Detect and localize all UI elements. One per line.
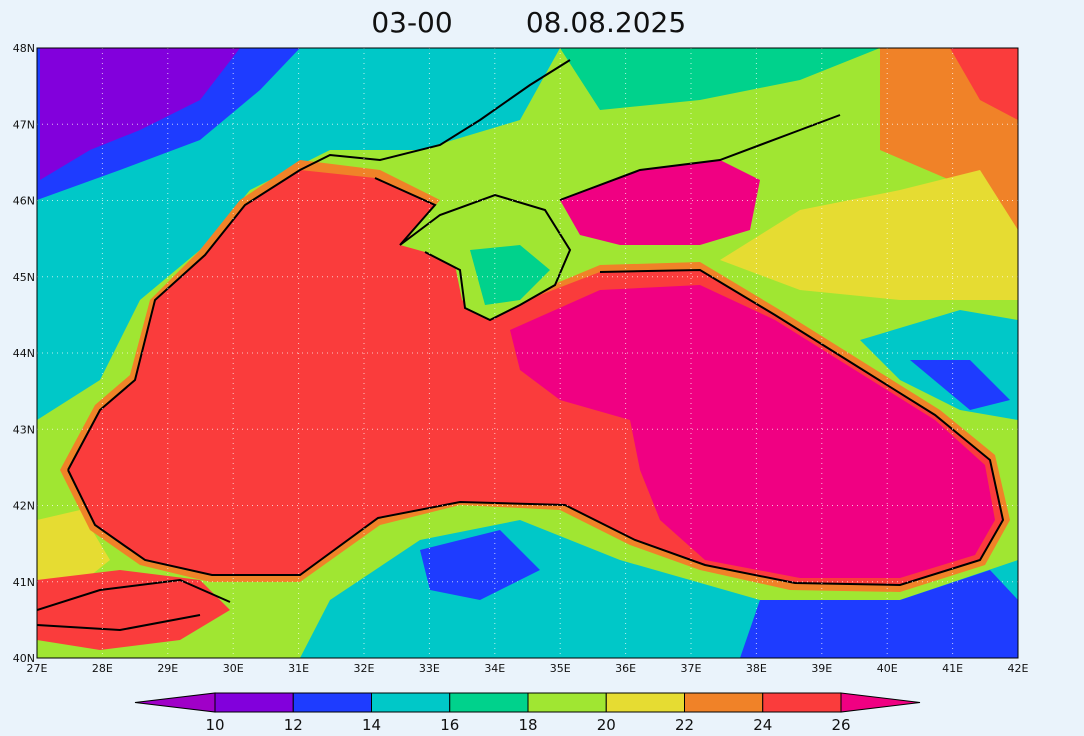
colorbar-label: 12: [284, 716, 303, 734]
lon-label: 42E: [1008, 662, 1029, 675]
graticule: 40N 41N 42N 43N 44N 45N 46N 47N 48N 27E 28E 29E 30E 3…: [13, 42, 1029, 675]
lon-label: 36E: [615, 662, 636, 675]
colorbar-bin: [371, 692, 451, 713]
colorbar-label: 18: [518, 716, 537, 734]
colorbar-bin: [684, 692, 764, 713]
lat-label: 46N: [13, 195, 35, 208]
colorbar-bin: [449, 692, 529, 713]
time-label: 03-00: [371, 6, 452, 39]
colorbar-arrow: [134, 692, 216, 713]
date-label: 08.08.2025: [526, 6, 686, 39]
lon-label: 39E: [811, 662, 832, 675]
lat-label: 40N: [13, 652, 35, 665]
colorbar-label: 10: [205, 716, 224, 734]
lat-label: 45N: [13, 271, 35, 284]
lon-label: 30E: [223, 662, 244, 675]
lon-label: 34E: [484, 662, 505, 675]
lat-label: 43N: [13, 423, 35, 436]
lon-label: 41E: [942, 662, 963, 675]
colorbar-bin: [762, 692, 842, 713]
colorbar-bin: [214, 692, 294, 713]
lon-label: 32E: [354, 662, 375, 675]
lon-label: 35E: [550, 662, 571, 675]
lat-label: 44N: [13, 347, 35, 360]
lon-label: 38E: [746, 662, 767, 675]
colorbar-arrow: [840, 692, 921, 713]
colorbar-label: 16: [440, 716, 459, 734]
lon-label: 37E: [681, 662, 702, 675]
lon-label: 29E: [157, 662, 178, 675]
lat-label: 48N: [13, 42, 35, 55]
colorbar: 10 12 14 16 18 20 22 24 26: [134, 692, 921, 734]
colorbar-bin: [605, 692, 685, 713]
map-frame: [36, 47, 1019, 659]
lat-label: 47N: [13, 118, 35, 131]
lon-label: 27E: [27, 662, 48, 675]
colorbar-label: 14: [362, 716, 381, 734]
lat-label: 41N: [13, 576, 35, 589]
colorbar-label: 24: [753, 716, 772, 734]
lon-label: 28E: [92, 662, 113, 675]
colorbar-label: 20: [597, 716, 616, 734]
colorbar-bin: [292, 692, 372, 713]
colorbar-label: 22: [675, 716, 694, 734]
lon-label: 40E: [877, 662, 898, 675]
colorbar-label: 26: [831, 716, 850, 734]
field: [37, 48, 1018, 658]
lon-label: 31E: [288, 662, 309, 675]
colorbar-bin: [527, 692, 607, 713]
lon-label: 33E: [419, 662, 440, 675]
lat-label: 42N: [13, 500, 35, 513]
